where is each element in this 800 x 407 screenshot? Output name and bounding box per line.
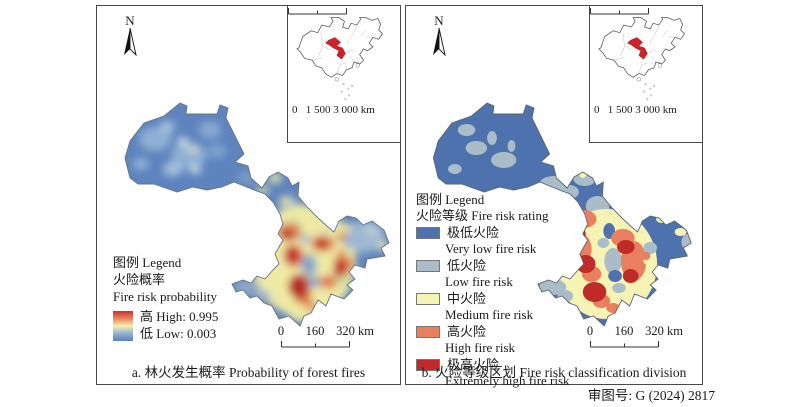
legend-class-low: 低火险 Low fire risk: [416, 258, 570, 290]
class-zh: 高火险: [447, 324, 487, 339]
legend-subtitle-en: Fire risk probability: [113, 289, 217, 304]
scale-label-0: 0: [277, 324, 285, 338]
class-zh: 极高火险: [447, 357, 500, 372]
gansu-classification-map: [432, 102, 692, 327]
inset-scale-bar: [590, 8, 649, 15]
class-zh: 低火险: [447, 258, 487, 273]
inset-scale-text: 0 1 500 3 000 km: [594, 104, 677, 116]
class-en: Very low fire risk: [445, 241, 537, 256]
class-en: High fire risk: [445, 340, 516, 355]
legend-classification: 图例 Legend 火险等级 Fire risk rating 极低火险 Ver…: [416, 192, 570, 389]
north-label: N: [125, 13, 135, 28]
scale-bar-ticks: [281, 341, 350, 348]
class-zh: 极低火险: [447, 225, 500, 240]
legend-subtitle-zh: 火险概率: [113, 272, 166, 287]
class-en: Medium fire risk: [445, 307, 534, 322]
inset-scale-bar: [288, 8, 347, 15]
scale-label-320: 320 km: [336, 324, 374, 338]
panel-probability: N 0 1 50: [96, 5, 401, 385]
legend-class-extremely-high: 极高火险 Extremely high fire risk: [416, 357, 570, 389]
gansu-highlight: [325, 37, 346, 60]
class-zh: 中火险: [447, 291, 487, 306]
north-arrow-icon: [433, 27, 446, 57]
class-swatch-very-low: [416, 227, 440, 239]
scale-label-0: 0: [586, 324, 594, 338]
class-swatch-extremely-high: [416, 359, 440, 371]
gansu-highlight: [627, 37, 648, 60]
class-en: Low fire risk: [445, 274, 513, 289]
scale-bar-ticks: [590, 341, 659, 348]
class-swatch-medium: [416, 293, 440, 305]
legend-class-very-low: 极低火险 Very low fire risk: [416, 225, 570, 257]
panel-classification: N 0 1 50: [405, 5, 703, 388]
map-scale-bar: 0 160 320 km: [586, 324, 701, 350]
legend-title: 图例 Legend: [113, 255, 182, 270]
caption-a: a. 林火发生概率 Probability of forest fires: [131, 365, 366, 380]
legend-title: 图例 Legend: [416, 192, 485, 207]
legend-class-high: 高火险 High fire risk: [416, 324, 570, 356]
map-scale-bar: 0 160 320 km: [277, 324, 392, 350]
china-outline: [598, 17, 685, 101]
class-swatch-low: [416, 260, 440, 272]
north-arrow: N: [119, 14, 141, 62]
class-en: Extremely high fire risk: [445, 373, 570, 388]
legend-high-label: 高 High: 0.995: [140, 309, 219, 324]
china-inset-map: 0 1 500 3 000 km: [287, 5, 401, 143]
map-approval-number: 审图号: G (2024) 2817: [587, 388, 715, 403]
legend-subtitle: 火险等级 Fire risk rating: [416, 208, 549, 223]
china-outline: [296, 17, 383, 101]
class-swatch-high: [416, 326, 440, 338]
north-arrow: N: [428, 14, 450, 62]
china-inset-map: 0 1 500 3 000 km: [589, 5, 703, 143]
scale-label-160: 160: [305, 324, 325, 338]
legend-class-medium: 中火险 Medium fire risk: [416, 291, 570, 323]
scale-label-320: 320 km: [645, 324, 683, 338]
legend-probability: 图例 Legend 火险概率 Fire risk probability 高 H…: [113, 254, 218, 342]
legend-low-label: 低 Low: 0.003: [140, 326, 217, 341]
caption-b: b. 火险等级区划 Fire risk classification divis…: [421, 365, 687, 380]
north-label: N: [434, 13, 444, 28]
scale-label-160: 160: [614, 324, 634, 338]
north-arrow-icon: [124, 27, 137, 57]
inset-scale-text: 0 1 500 3 000 km: [292, 104, 375, 116]
color-ramp-swatch: [113, 311, 133, 341]
